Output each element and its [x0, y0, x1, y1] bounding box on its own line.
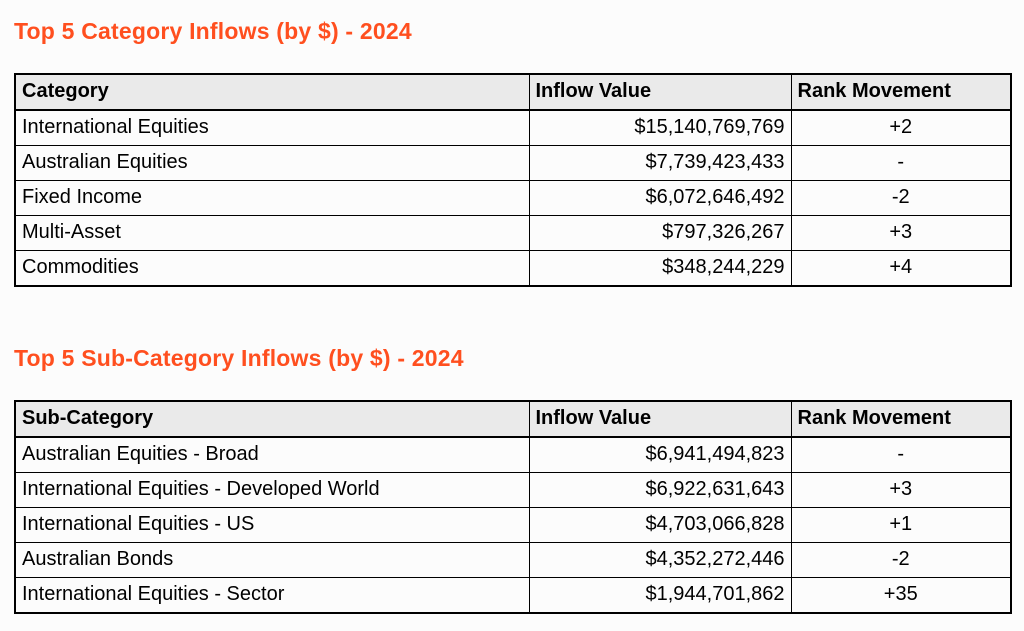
- table-row: Australian Equities - Broad $6,941,494,8…: [15, 437, 1011, 473]
- table-row: International Equities - Sector $1,944,7…: [15, 578, 1011, 614]
- cell-value: $797,326,267: [529, 216, 791, 251]
- cell-name: International Equities - US: [15, 508, 529, 543]
- subcategory-inflows-heading: Top 5 Sub-Category Inflows (by $) - 2024: [14, 345, 1010, 372]
- table-row: International Equities $15,140,769,769 +…: [15, 110, 1011, 146]
- table-row: Fixed Income $6,072,646,492 -2: [15, 181, 1011, 216]
- table-row: Multi-Asset $797,326,267 +3: [15, 216, 1011, 251]
- col-header-inflow-value: Inflow Value: [529, 74, 791, 110]
- cell-rank: +35: [791, 578, 1011, 614]
- cell-name: International Equities - Developed World: [15, 473, 529, 508]
- table-header-row: Category Inflow Value Rank Movement: [15, 74, 1011, 110]
- cell-name: Fixed Income: [15, 181, 529, 216]
- category-inflows-heading: Top 5 Category Inflows (by $) - 2024: [14, 18, 1010, 45]
- cell-rank: +3: [791, 473, 1011, 508]
- cell-rank: +1: [791, 508, 1011, 543]
- cell-value: $4,352,272,446: [529, 543, 791, 578]
- col-header-subcategory: Sub-Category: [15, 401, 529, 437]
- subcategory-inflows-table: Sub-Category Inflow Value Rank Movement …: [14, 400, 1012, 614]
- col-header-inflow-value: Inflow Value: [529, 401, 791, 437]
- cell-name: International Equities - Sector: [15, 578, 529, 614]
- cell-value: $15,140,769,769: [529, 110, 791, 146]
- table-header-row: Sub-Category Inflow Value Rank Movement: [15, 401, 1011, 437]
- cell-value: $7,739,423,433: [529, 146, 791, 181]
- col-header-rank-movement: Rank Movement: [791, 401, 1011, 437]
- cell-name: Australian Equities - Broad: [15, 437, 529, 473]
- table-row: International Equities - US $4,703,066,8…: [15, 508, 1011, 543]
- cell-rank: +3: [791, 216, 1011, 251]
- col-header-rank-movement: Rank Movement: [791, 74, 1011, 110]
- cell-rank: -2: [791, 181, 1011, 216]
- cell-name: Australian Bonds: [15, 543, 529, 578]
- cell-name: Multi-Asset: [15, 216, 529, 251]
- col-header-category: Category: [15, 74, 529, 110]
- cell-name: International Equities: [15, 110, 529, 146]
- cell-value: $1,944,701,862: [529, 578, 791, 614]
- cell-name: Commodities: [15, 251, 529, 287]
- page-root: Top 5 Category Inflows (by $) - 2024 Cat…: [0, 0, 1024, 631]
- cell-value: $6,941,494,823: [529, 437, 791, 473]
- cell-rank: -2: [791, 543, 1011, 578]
- cell-rank: +4: [791, 251, 1011, 287]
- cell-value: $348,244,229: [529, 251, 791, 287]
- cell-value: $4,703,066,828: [529, 508, 791, 543]
- category-inflows-table: Category Inflow Value Rank Movement Inte…: [14, 73, 1012, 287]
- cell-name: Australian Equities: [15, 146, 529, 181]
- table-row: International Equities - Developed World…: [15, 473, 1011, 508]
- table-row: Commodities $348,244,229 +4: [15, 251, 1011, 287]
- table-row: Australian Bonds $4,352,272,446 -2: [15, 543, 1011, 578]
- table-row: Australian Equities $7,739,423,433 -: [15, 146, 1011, 181]
- cell-rank: +2: [791, 110, 1011, 146]
- cell-value: $6,922,631,643: [529, 473, 791, 508]
- cell-rank: -: [791, 146, 1011, 181]
- cell-rank: -: [791, 437, 1011, 473]
- cell-value: $6,072,646,492: [529, 181, 791, 216]
